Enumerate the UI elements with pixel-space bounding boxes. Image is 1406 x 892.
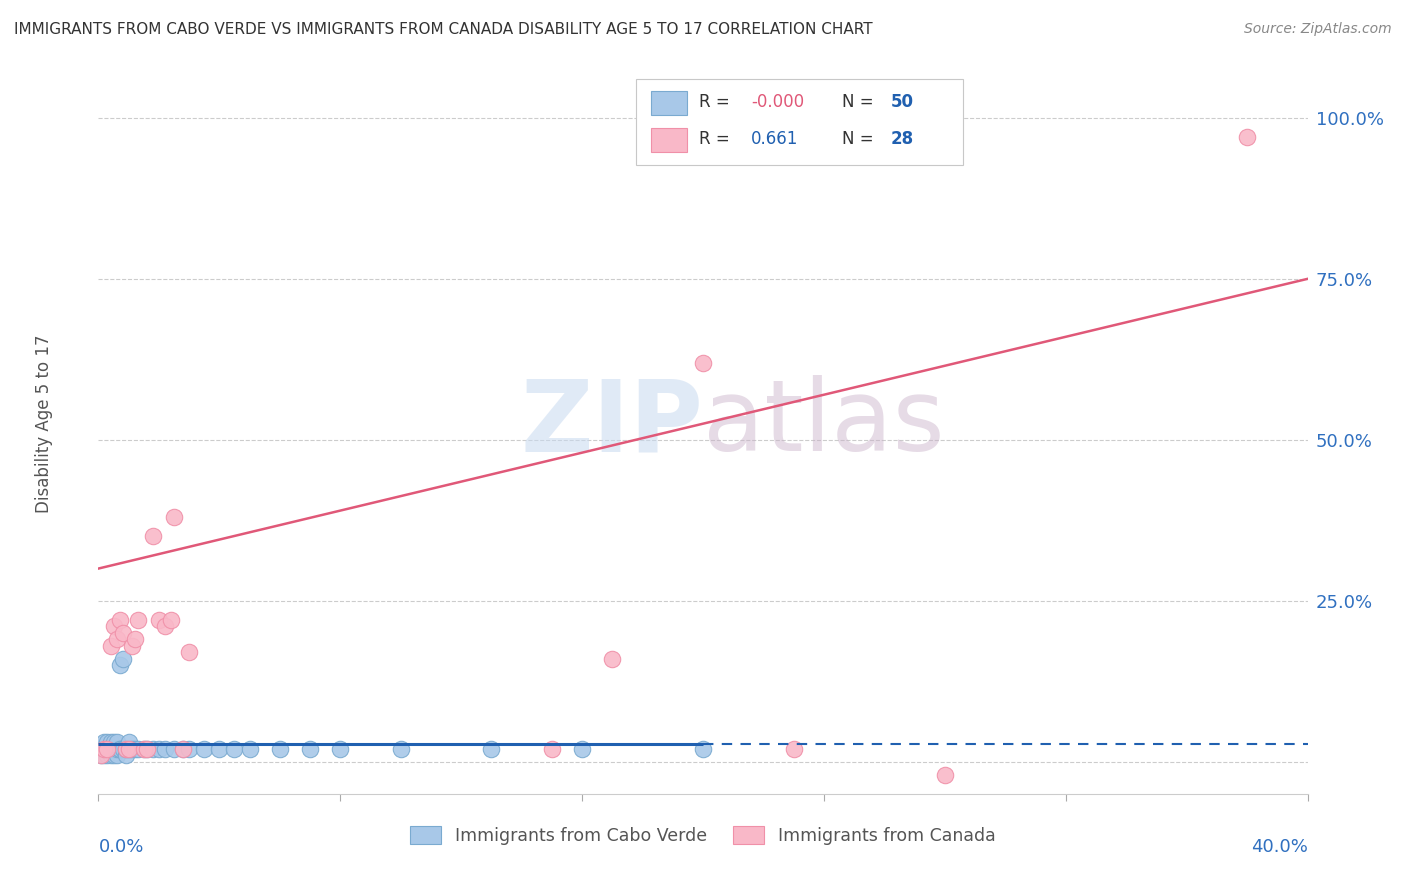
Point [103,748,125,763]
Text: atlas: atlas [703,376,945,472]
Point [602,651,624,665]
Point [692,741,714,756]
Point [114,741,136,756]
Point [160,613,183,627]
Point [132,741,155,756]
Point [783,741,806,756]
Point [389,741,412,756]
Point [179,741,201,756]
Legend: Immigrants from Cabo Verde, Immigrants from Canada: Immigrants from Cabo Verde, Immigrants f… [404,819,1002,852]
Point [93,741,115,756]
Point [135,741,157,756]
Text: ZIP: ZIP [520,376,703,472]
Point [142,529,165,543]
Point [299,741,322,756]
Point [111,651,134,665]
Point [96,741,118,756]
FancyBboxPatch shape [637,79,963,165]
Point [105,748,128,763]
Text: N =: N = [842,93,879,111]
Point [114,741,136,756]
Point [142,741,165,756]
Point [127,741,149,756]
Point [540,741,562,756]
Point [96,735,118,749]
Point [153,741,176,756]
Point [121,639,143,653]
Point [93,735,115,749]
Point [208,741,231,756]
Point [105,735,128,749]
Point [93,748,115,763]
Point [172,741,194,756]
Point [111,741,134,756]
Point [103,741,125,756]
Point [239,741,262,756]
Point [90,748,112,763]
Text: Source: ZipAtlas.com: Source: ZipAtlas.com [1244,22,1392,37]
Point [90,748,112,763]
Point [692,355,714,369]
Point [1236,130,1258,145]
Point [96,741,118,756]
Point [179,645,201,659]
Point [118,735,141,749]
Point [135,741,157,756]
Point [163,741,186,756]
Point [172,741,194,756]
Point [108,613,131,627]
Point [163,510,186,524]
Point [148,741,170,756]
Text: R =: R = [699,129,735,148]
Point [111,626,134,640]
Point [105,632,128,647]
Point [934,767,956,781]
Text: -0.000: -0.000 [751,93,804,111]
Text: 28: 28 [890,129,914,148]
Point [100,748,122,763]
Point [114,748,136,763]
Point [127,613,149,627]
Point [224,741,246,756]
Text: 50: 50 [890,93,914,111]
Text: R =: R = [699,93,735,111]
Point [481,741,503,756]
Bar [651,128,688,152]
Point [96,741,118,756]
Point [100,741,122,756]
Text: N =: N = [842,129,879,148]
Point [148,613,170,627]
Point [103,735,125,749]
Text: 0.661: 0.661 [751,129,799,148]
Point [269,741,291,756]
Point [105,741,128,756]
Point [103,619,125,633]
Point [124,632,146,647]
Point [329,741,352,756]
Point [118,741,141,756]
Point [100,735,122,749]
Text: 0.0%: 0.0% [98,838,143,856]
Point [108,741,131,756]
Point [132,741,155,756]
Point [108,658,131,673]
Point [90,741,112,756]
Point [100,639,122,653]
Point [153,619,176,633]
Text: 40.0%: 40.0% [1251,838,1308,856]
Point [193,741,215,756]
Point [121,741,143,756]
Point [118,741,141,756]
Point [93,741,115,756]
Text: Disability Age 5 to 17: Disability Age 5 to 17 [35,334,53,513]
Point [96,748,118,763]
Bar [651,91,688,115]
Point [571,741,593,756]
Point [103,741,125,756]
Point [108,741,131,756]
Text: IMMIGRANTS FROM CABO VERDE VS IMMIGRANTS FROM CANADA DISABILITY AGE 5 TO 17 CORR: IMMIGRANTS FROM CABO VERDE VS IMMIGRANTS… [14,22,873,37]
Point [124,741,146,756]
